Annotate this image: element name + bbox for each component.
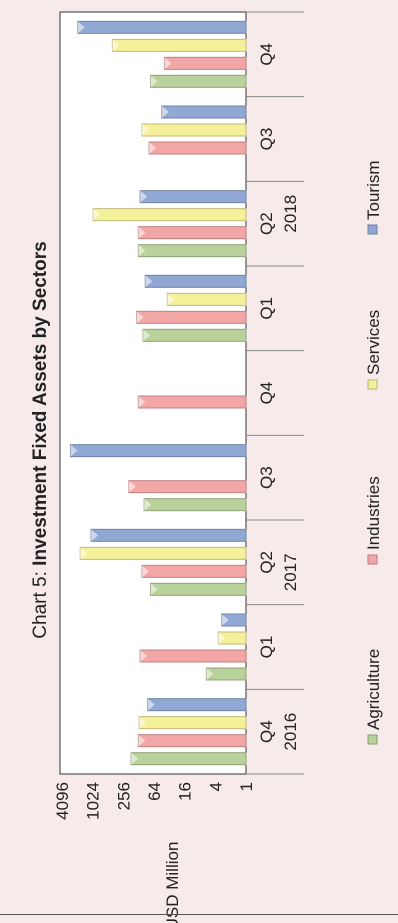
bar-cap-tourism-3 [70,444,78,457]
year-label: 2018 [281,195,300,233]
value-tick-label: 4096 [53,782,72,820]
bar-cap-tourism-6 [140,190,148,203]
bar-cap-services-1 [218,632,226,644]
category-tick-label: Q2 [257,212,276,235]
bar-tourism-7 [161,105,247,119]
bar-cap-agriculture-6 [138,244,146,257]
bar-cap-industries-3 [128,480,136,493]
chart-title-prefix: Chart 5: [30,566,51,639]
bar-cap-services-7 [142,124,150,136]
bar-cap-tourism-5 [145,275,153,288]
bar-cap-services-0 [139,716,147,729]
bar-cap-tourism-1 [221,614,229,626]
category-tick-label: Q3 [257,466,276,489]
bottom-rule [0,914,398,915]
category-tick-label: Q1 [257,636,276,659]
bar-industries-4 [137,395,247,409]
bar-agriculture-8 [149,74,247,88]
value-tick-label: 16 [176,782,195,801]
bars-group [69,20,247,766]
legend-label-agriculture: Agriculture [364,649,383,730]
bar-services-8 [111,38,247,52]
bar-services-6 [92,208,247,222]
bar-industries-0 [137,734,247,748]
bar-industries-2 [141,564,247,578]
bar-industries-5 [136,310,247,324]
bar-cap-services-2 [80,547,88,560]
bar-services-7 [141,123,247,137]
value-tick-label: 64 [145,782,164,801]
bar-cap-tourism-0 [147,698,155,711]
legend: Agriculture Industries Services Tourism [364,160,383,745]
legend-label-tourism: Tourism [364,160,383,220]
bar-cap-agriculture-1 [206,668,214,680]
bar-cap-services-8 [112,39,120,52]
bar-services-2 [79,546,247,560]
category-tick-label: Q4 [257,382,276,405]
value-axis-label: USD Million [163,842,182,923]
bar-industries-6 [137,226,247,240]
bar-agriculture-6 [137,244,247,258]
value-tick-label: 1 [237,782,256,791]
bar-agriculture-2 [149,582,247,596]
category-tick-label: Q1 [257,297,276,320]
bar-cap-industries-4 [138,396,146,408]
bar-industries-3 [128,480,247,494]
bar-cap-industries-5 [136,311,144,324]
bar-cap-agriculture-5 [143,329,151,342]
bar-tourism-5 [144,274,247,288]
legend-label-services: Services [364,310,383,375]
year-label: 2016 [281,713,300,751]
bar-services-5 [166,292,247,306]
category-tick-label: Q4 [257,43,276,66]
bar-cap-industries-6 [138,226,146,239]
bar-tourism-0 [147,698,247,712]
bar-cap-industries-2 [142,565,150,578]
category-tick-label: Q3 [257,128,276,151]
bar-tourism-2 [90,528,247,542]
bar-tourism-8 [77,20,247,34]
value-axis-ticks: 4096 1024 256 64 16 4 1 [53,782,256,820]
bar-agriculture-5 [142,328,247,342]
chart-title-main: Investment Fixed Assets by Sectors [30,241,51,566]
bar-cap-industries-8 [164,57,172,70]
legend-swatch-services [367,379,378,390]
bar-cap-tourism-2 [91,529,99,542]
category-tick-label: Q2 [257,551,276,574]
value-tick-label: 4 [206,782,225,791]
bar-cap-agriculture-0 [131,752,139,765]
bar-services-0 [138,716,247,730]
bar-agriculture-0 [130,752,247,766]
bar-cap-agriculture-8 [150,75,158,88]
bar-industries-8 [163,56,247,70]
year-label: 2017 [281,553,300,591]
value-tick-label: 256 [114,782,133,810]
category-tick-label: Q4 [257,720,276,743]
bar-cap-agriculture-2 [150,583,158,596]
bar-cap-tourism-8 [77,21,85,34]
chart-title: Chart 5: Investment Fixed Assets by Sect… [30,241,51,638]
bar-cap-industries-0 [138,734,146,747]
bar-cap-agriculture-3 [144,498,152,511]
bar-agriculture-3 [143,498,247,512]
legend-swatch-tourism [367,224,378,235]
value-tick-label: 1024 [84,782,103,820]
bar-cap-services-5 [167,293,175,306]
bar-cap-services-6 [93,208,101,221]
bar-tourism-3 [69,444,247,458]
legend-swatch-industries [367,554,378,565]
plot-frame [59,11,247,775]
category-axis: Q4 Q1 Q2 Q3 Q4 Q1 Q2 Q3 Q4 2016 2017 2018 [246,11,304,775]
bar-cap-tourism-7 [161,106,169,118]
bar-industries-1 [139,649,247,663]
bar-cap-industries-7 [149,142,157,154]
bar-industries-7 [148,141,247,155]
bar-cap-industries-1 [140,650,148,662]
legend-label-industries: Industries [364,476,383,550]
bar-tourism-6 [139,190,247,204]
legend-swatch-agriculture [367,734,378,745]
